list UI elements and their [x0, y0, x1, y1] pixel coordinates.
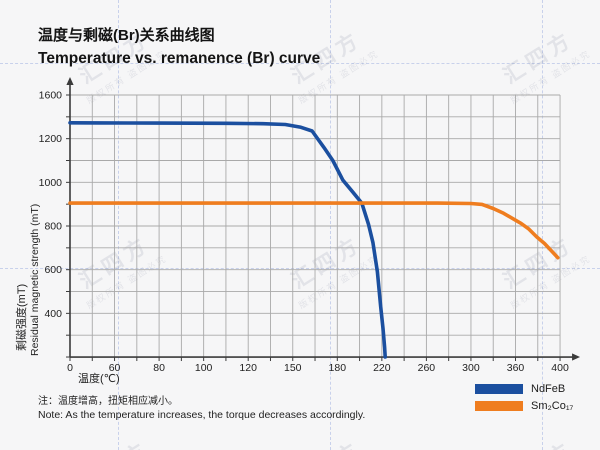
page-title-zh: 温度与剩磁(Br)关系曲线图 — [38, 27, 215, 44]
y-tick-label: 1200 — [39, 133, 63, 145]
note-en: Note: As the temperature increases, the … — [38, 409, 366, 421]
x-tick-label: 360 — [507, 362, 525, 374]
x-tick-label: 300 — [462, 362, 480, 374]
series-line-sm2co17 — [68, 201, 560, 260]
x-axis-title: 温度(℃) — [78, 373, 120, 385]
y-tick-label: 400 — [44, 308, 62, 320]
legend-item-sm2co17: Sm₂Co₁₇ — [475, 400, 573, 412]
legend-item-ndfeb: NdFeB — [475, 383, 573, 395]
x-tick-label: 120 — [239, 362, 257, 374]
note-block: 注：温度增高，扭矩相应减小。 Note: As the temperature … — [38, 392, 365, 421]
title-block: 温度与剩磁(Br)关系曲线图 Temperature vs. remanence… — [38, 24, 320, 68]
x-tick-label: 180 — [329, 362, 347, 374]
x-tick-label: 80 — [153, 362, 165, 374]
y-tick-label: 1000 — [39, 177, 63, 189]
x-tick-label: 150 — [284, 362, 302, 374]
y-tick-label: 800 — [44, 221, 62, 233]
legend-label-sm2co17: Sm₂Co₁₇ — [531, 400, 574, 412]
legend-swatch-sm2co17 — [475, 401, 523, 411]
legend-label-ndfeb: NdFeB — [531, 383, 566, 395]
legend-swatch-ndfeb — [475, 384, 523, 394]
x-axis-arrow — [572, 353, 581, 361]
note-zh: 注：温度增高，扭矩相应减小。 — [38, 396, 178, 407]
y-axis-title-zh: 剩磁强度(mT) — [16, 283, 28, 351]
x-tick-label: 260 — [418, 362, 436, 374]
series-line-ndfeb — [68, 121, 387, 359]
y-tick-label: 600 — [44, 264, 62, 276]
x-tick-label: 400 — [551, 362, 569, 374]
x-tick-label: 100 — [195, 362, 213, 374]
x-tick-label: 220 — [373, 362, 391, 374]
x-tick-label: 0 — [67, 362, 73, 374]
x-tick-label: 60 — [109, 362, 121, 374]
y-axis-title-en: Residual magnetic strength (mT) — [29, 203, 41, 356]
y-tick-label: 1600 — [39, 90, 63, 102]
legend: NdFeB Sm₂Co₁₇ — [475, 383, 573, 417]
page-title-en: Temperature vs. remanence (Br) curve — [38, 50, 321, 67]
y-axis-arrow — [66, 77, 74, 85]
